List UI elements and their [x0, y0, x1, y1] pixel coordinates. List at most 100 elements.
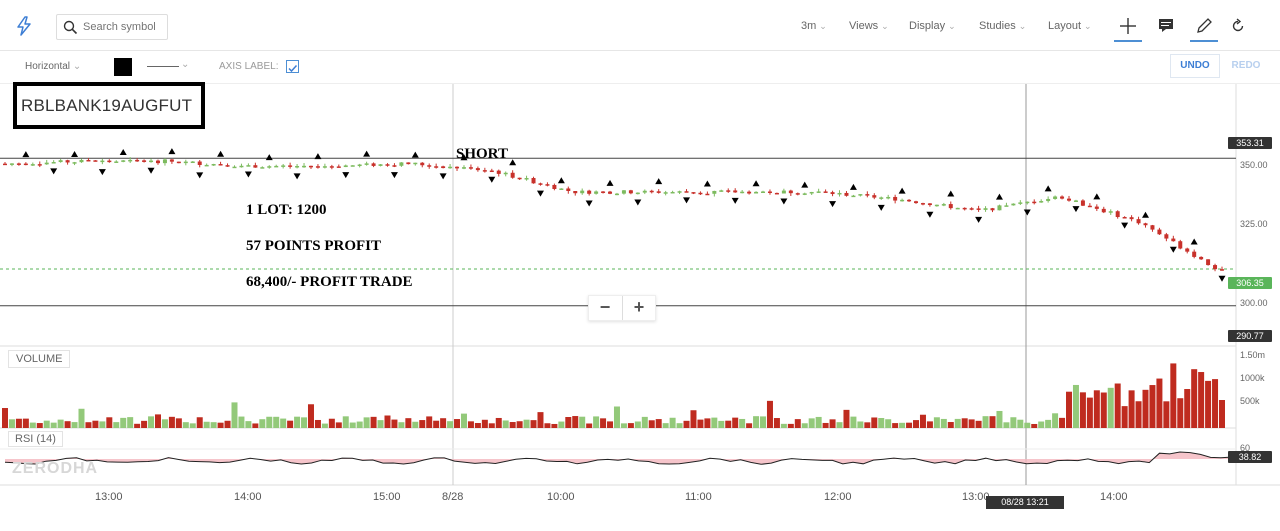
zoom-out-button[interactable]: −: [599, 297, 611, 317]
chevron-down-icon: ⌄: [948, 21, 956, 31]
candle: [635, 192, 640, 195]
rsi-fill: [5, 452, 1231, 465]
watermark: ZERODHA: [12, 460, 99, 477]
volume-bar: [71, 422, 78, 428]
volume-bar: [1121, 406, 1128, 428]
volume-bar: [718, 420, 725, 428]
fractal-down-marker: [1218, 275, 1226, 282]
volume-bar: [1198, 372, 1205, 428]
candle: [239, 165, 244, 168]
volume-bar: [217, 422, 224, 428]
volume-bar: [676, 423, 683, 428]
volume-bar: [502, 420, 509, 428]
display-menu[interactable]: Display ⌄: [909, 20, 956, 32]
candle: [225, 165, 230, 167]
axis-label-label: AXIS LABEL:: [219, 61, 279, 72]
candle: [1073, 200, 1078, 202]
candle: [642, 190, 647, 193]
search-input[interactable]: [83, 18, 165, 36]
candle: [1157, 229, 1162, 235]
candle: [830, 192, 835, 195]
interval-menu[interactable]: 3m ⌄: [801, 20, 827, 32]
fractal-up-marker: [947, 190, 955, 197]
fractal-up-marker: [1044, 185, 1052, 192]
volume-pane-label[interactable]: VOLUME: [8, 350, 71, 368]
volume-bar: [287, 420, 294, 428]
volume-bar: [210, 422, 217, 428]
axis-label-checkbox[interactable]: [286, 60, 299, 73]
line-type-select[interactable]: Horizontal ⌄: [25, 61, 82, 72]
volume-bar: [641, 416, 648, 428]
volume-bar: [1052, 413, 1059, 428]
candle: [1122, 217, 1127, 219]
candle: [1094, 206, 1099, 209]
volume-bar: [1045, 419, 1052, 428]
redo-button[interactable]: REDO: [1231, 60, 1261, 71]
volume-bar: [1031, 423, 1038, 428]
time-axis-label: 12:00: [824, 491, 852, 503]
volume-bar: [808, 418, 815, 428]
undo-button[interactable]: UNDO: [1170, 54, 1220, 78]
candle: [767, 191, 772, 193]
time-axis-label: 10:00: [547, 491, 575, 503]
volume-bar: [773, 418, 780, 428]
candle: [1108, 211, 1113, 213]
fractal-up-marker: [995, 193, 1003, 200]
candle: [747, 191, 752, 194]
volume-bar: [370, 416, 377, 428]
rsi-pane-label[interactable]: RSI (14): [8, 431, 63, 447]
volume-bar: [753, 416, 760, 428]
line-color-swatch[interactable]: [114, 58, 132, 76]
line-style-select[interactable]: [147, 66, 179, 67]
volume-bar: [1156, 378, 1163, 428]
bolt-icon[interactable]: [14, 16, 34, 36]
volume-bar: [1072, 384, 1079, 428]
last-price-tag: 306.35: [1228, 277, 1272, 289]
volume-bar: [544, 423, 551, 428]
candle: [698, 192, 703, 195]
candle: [851, 195, 856, 198]
views-menu[interactable]: Views ⌄: [849, 20, 889, 32]
crosshair-button[interactable]: [1114, 14, 1142, 42]
volume-bar: [516, 421, 523, 428]
draw-button[interactable]: [1190, 14, 1218, 42]
candle: [914, 201, 919, 204]
price-chart[interactable]: [0, 84, 1280, 489]
chevron-down-icon[interactable]: ⌄: [181, 59, 190, 70]
candle: [114, 161, 119, 163]
candle: [155, 160, 160, 164]
volume-bar: [836, 422, 843, 428]
comment-button[interactable]: [1152, 14, 1180, 40]
candle: [169, 159, 174, 162]
candle: [802, 193, 807, 195]
studies-menu[interactable]: Studies ⌄: [979, 20, 1027, 32]
volume-bar: [1107, 387, 1114, 428]
candle: [350, 165, 355, 167]
volume-bar: [620, 423, 627, 428]
volume-bar: [1079, 392, 1086, 428]
candle: [566, 188, 571, 192]
volume-bar: [196, 417, 203, 428]
fractal-down-marker: [293, 173, 301, 180]
candle: [475, 168, 480, 171]
drawing-toolbar: Horizontal ⌄ ⌄ AXIS LABEL:: [0, 51, 1280, 84]
volume-bar: [161, 419, 168, 428]
reset-button[interactable]: [1224, 14, 1252, 40]
candle: [482, 170, 487, 172]
candle: [420, 162, 425, 166]
candle: [1178, 241, 1183, 249]
volume-bar: [940, 418, 947, 428]
volume-bar: [537, 412, 544, 428]
search-box[interactable]: [56, 14, 168, 40]
volume-bar: [683, 420, 690, 428]
candle: [1067, 198, 1072, 201]
volume-bar: [273, 416, 280, 428]
candle: [302, 165, 307, 168]
volume-bar: [419, 420, 426, 428]
price-axis-label: 300.00: [1240, 298, 1268, 308]
crosshair-icon: [1120, 18, 1136, 34]
zoom-in-button[interactable]: +: [622, 296, 655, 320]
volume-bar: [29, 422, 36, 428]
layout-menu[interactable]: Layout ⌄: [1048, 20, 1092, 32]
volume-bar: [363, 417, 370, 428]
